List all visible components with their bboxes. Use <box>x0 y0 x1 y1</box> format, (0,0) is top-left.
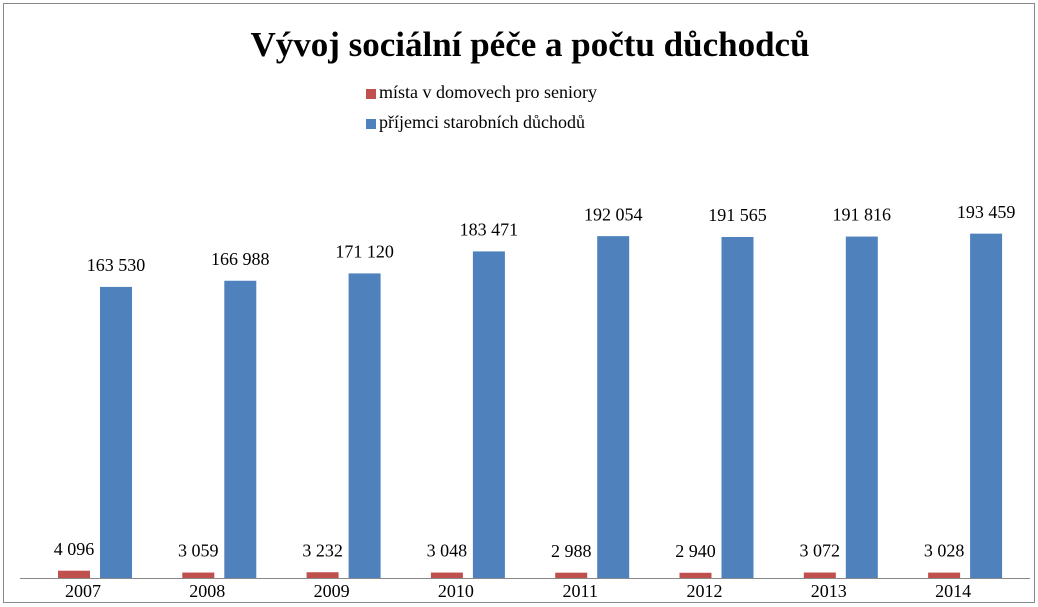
x-tick-label: 2014 <box>935 581 971 601</box>
bar <box>803 572 836 578</box>
bar <box>348 273 381 578</box>
bar <box>58 570 90 578</box>
x-tick-label: 2010 <box>438 581 474 601</box>
legend-swatch <box>366 89 376 99</box>
bar <box>306 572 339 578</box>
data-label: 191 565 <box>708 205 767 225</box>
bar <box>430 572 463 578</box>
data-label: 166 988 <box>211 249 270 269</box>
x-tick-label: 2013 <box>811 581 847 601</box>
data-label: 171 120 <box>335 242 394 262</box>
data-label: 2 988 <box>551 541 592 561</box>
data-label: 3 059 <box>178 541 219 561</box>
chart-title: Vývoj sociální péče a počtu důchodců <box>250 25 809 64</box>
bar <box>721 237 754 579</box>
data-label: 4 096 <box>54 539 95 559</box>
bar <box>679 572 712 578</box>
bar <box>224 280 257 578</box>
legend-label: příjemci starobních důchodů <box>379 112 585 132</box>
bar <box>472 251 505 578</box>
legend-label: místa v domovech pro seniory <box>379 82 597 102</box>
data-label: 3 232 <box>302 540 343 560</box>
bar <box>182 572 215 578</box>
bar <box>928 572 961 578</box>
data-label: 163 530 <box>87 255 146 275</box>
data-label: 2 940 <box>675 541 716 561</box>
data-label: 192 054 <box>584 204 643 224</box>
bar <box>555 572 588 578</box>
legend-swatch <box>366 119 376 129</box>
bar <box>597 236 630 579</box>
data-label: 191 816 <box>833 205 892 225</box>
x-tick-label: 2009 <box>314 581 350 601</box>
bar <box>845 236 878 579</box>
x-tick-label: 2011 <box>563 581 598 601</box>
data-label: 193 459 <box>957 202 1016 222</box>
data-label: 3 048 <box>427 541 468 561</box>
data-label: 3 028 <box>924 541 965 561</box>
x-tick-label: 2007 <box>65 581 101 601</box>
x-tick-label: 2008 <box>189 581 225 601</box>
bar <box>100 286 132 578</box>
data-label: 3 072 <box>800 541 841 561</box>
x-tick-label: 2012 <box>687 581 723 601</box>
data-label: 183 471 <box>460 220 519 240</box>
bar <box>970 233 1003 578</box>
